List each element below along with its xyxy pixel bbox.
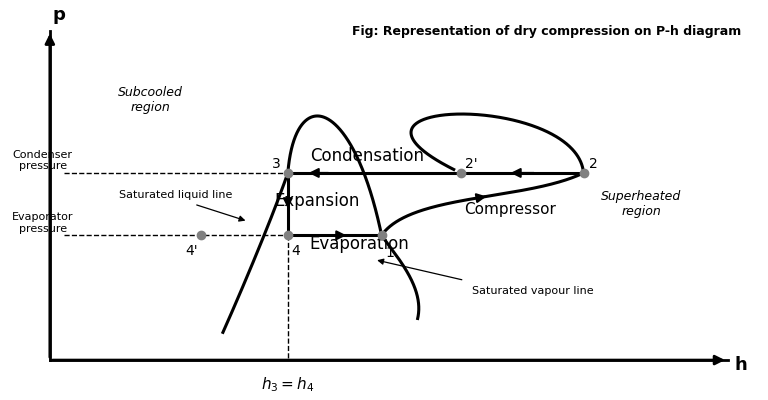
- Text: 4: 4: [291, 244, 300, 258]
- Text: Superheated
region: Superheated region: [601, 190, 681, 218]
- Text: Expansion: Expansion: [274, 192, 359, 210]
- Text: Condenser
pressure: Condenser pressure: [12, 150, 73, 171]
- Text: Evaporator
pressure: Evaporator pressure: [12, 212, 74, 234]
- Text: 1: 1: [386, 246, 394, 260]
- Text: Saturated vapour line: Saturated vapour line: [472, 286, 594, 296]
- Text: 4': 4': [185, 244, 197, 258]
- Text: h: h: [735, 356, 748, 374]
- Text: p: p: [52, 6, 65, 24]
- Text: 2': 2': [465, 157, 477, 171]
- Text: 2: 2: [589, 157, 598, 171]
- Text: Subcooled
region: Subcooled region: [118, 86, 184, 114]
- Text: Condensation: Condensation: [310, 147, 424, 165]
- Text: Compressor: Compressor: [465, 202, 556, 217]
- Text: Fig: Representation of dry compression on P-h diagram: Fig: Representation of dry compression o…: [352, 25, 741, 38]
- Text: Evaporation: Evaporation: [310, 235, 409, 253]
- Text: Saturated liquid line: Saturated liquid line: [119, 190, 233, 200]
- Text: 3: 3: [272, 157, 280, 171]
- Text: $h_3 = h_4$: $h_3 = h_4$: [261, 376, 315, 394]
